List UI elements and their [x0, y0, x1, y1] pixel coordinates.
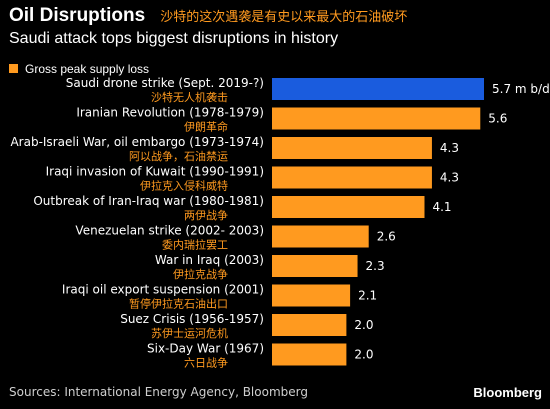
legend-swatch: [9, 64, 18, 73]
category-label: Arab-Israeli War, oil embargo (1973-1974…: [10, 135, 264, 149]
value-label: 2.1: [358, 289, 377, 303]
category-label: Outbreak of Iran-Iraq war (1980-1981): [33, 194, 264, 208]
category-label: Iranian Revolution (1978-1979): [76, 106, 264, 120]
value-label: 2.0: [354, 318, 373, 332]
category-label-chinese: 伊拉克战争: [173, 267, 228, 281]
value-label: 5.7 m b/d: [492, 82, 550, 96]
bar: [272, 225, 369, 248]
category-label-chinese: 阿以战争，石油禁运: [129, 149, 228, 163]
chart-subtitle: Saudi attack tops biggest disruptions in…: [9, 30, 339, 47]
category-label-chinese: 伊拉克入侵科威特: [140, 179, 228, 193]
value-label: 4.3: [440, 141, 459, 155]
source-note: Sources: International Energy Agency, Bl…: [9, 385, 308, 399]
category-label-chinese: 沙特无人机袭击: [151, 90, 228, 104]
title-row: Oil Disruptions 沙特的这次遇袭是有史以来最大的石油破坏: [9, 5, 407, 29]
value-label: 2.6: [377, 230, 396, 244]
bar: [272, 137, 432, 159]
bar: [272, 107, 481, 130]
category-label-chinese: 暂停伊拉克石油出口: [129, 297, 228, 311]
chart-title-chinese: 沙特的这次遇袭是有史以来最大的石油破坏: [160, 10, 408, 25]
bar: [272, 196, 425, 218]
category-label: War in Iraq (2003): [155, 253, 264, 267]
value-label: 2.0: [354, 348, 373, 362]
category-label: Six-Day War (1967): [147, 342, 264, 356]
bar: [272, 343, 347, 366]
bar: [272, 166, 432, 189]
category-label-chinese: 两伊战争: [184, 208, 228, 222]
category-label: Iraqi invasion of Kuwait (1990-1991): [46, 165, 264, 179]
category-label: Venezuelan strike (2002- 2003): [75, 224, 264, 238]
legend-label: Gross peak supply loss: [25, 61, 150, 76]
value-label: 4.1: [432, 200, 451, 214]
bar: [272, 255, 358, 277]
value-label: 2.3: [366, 259, 385, 273]
value-label: 4.3: [440, 171, 459, 185]
bloomberg-logo: Bloomberg: [473, 385, 542, 400]
category-label: Iraqi oil export suspension (2001): [62, 283, 264, 297]
category-label-chinese: 委内瑞拉罢工: [162, 238, 228, 252]
category-label: Suez Crisis (1956-1957): [120, 312, 264, 326]
value-label: 5.6: [488, 112, 507, 126]
bar: [272, 78, 484, 100]
bar-chart: Saudi drone strike (Sept. 2019-?)沙特无人机袭击…: [10, 76, 550, 370]
legend: Gross peak supply loss: [9, 58, 150, 76]
category-label: Saudi drone strike (Sept. 2019-?): [66, 76, 264, 90]
bar: [272, 284, 351, 307]
category-label-chinese: 苏伊士运河危机: [151, 326, 228, 340]
chart-title: Oil Disruptions: [9, 5, 146, 26]
category-label-chinese: 伊朗革命: [184, 120, 228, 134]
bar: [272, 314, 347, 336]
category-label-chinese: 六日战争: [184, 356, 228, 370]
